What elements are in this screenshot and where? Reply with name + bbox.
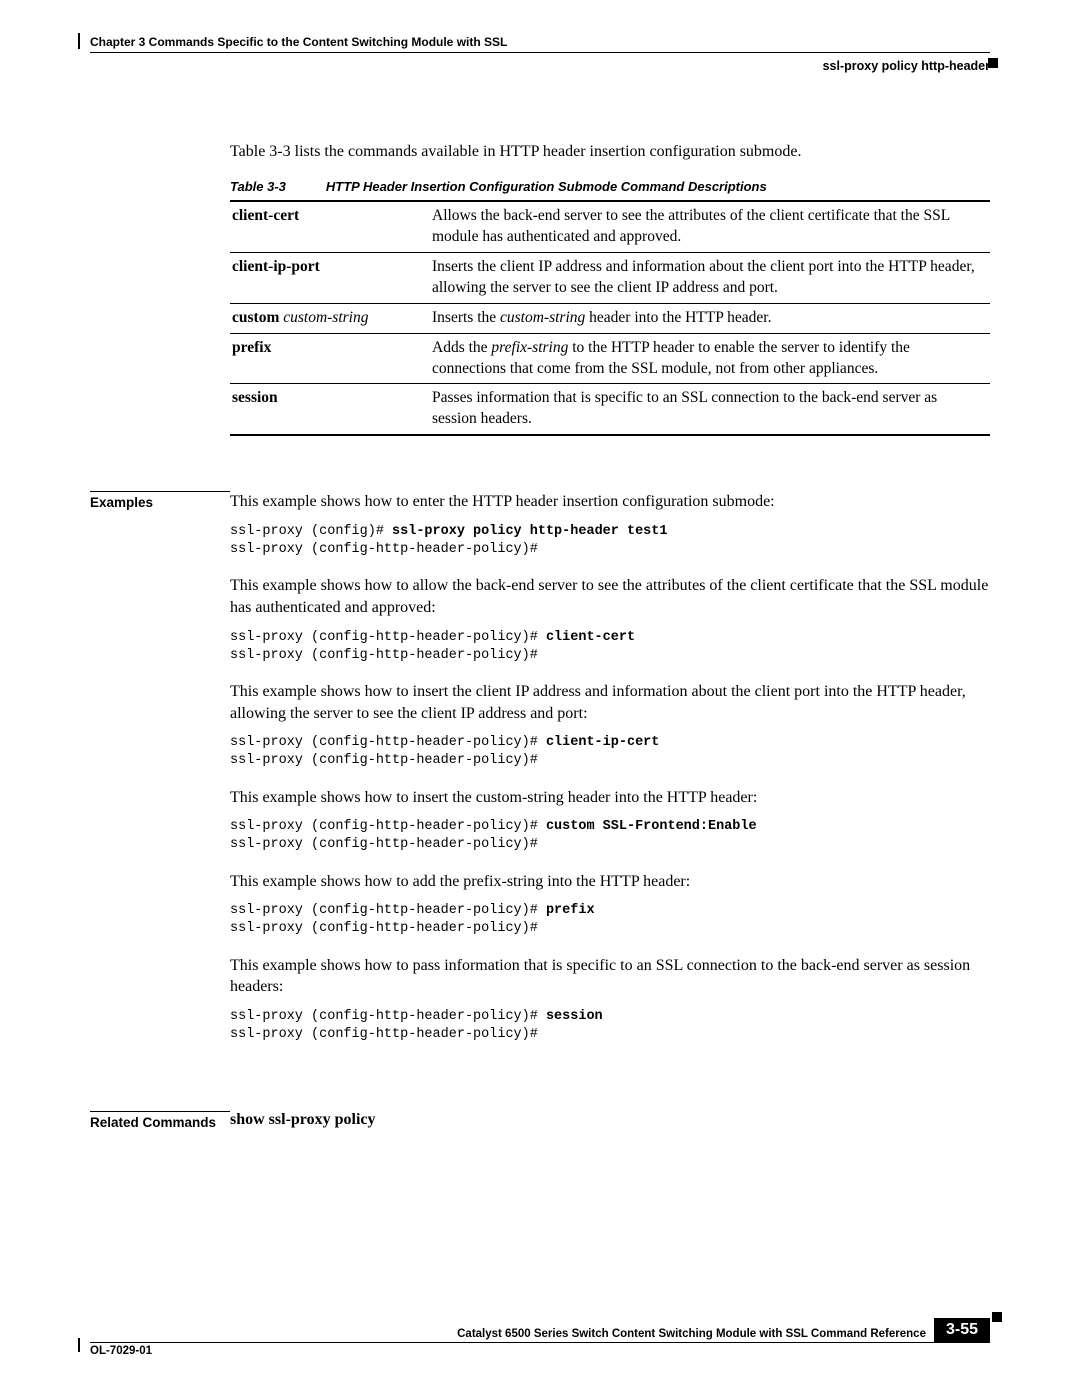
chapter-header: Chapter 3 Commands Specific to the Conte…: [90, 35, 990, 49]
command-cell: client-ip-port: [230, 252, 430, 303]
footer-title: Catalyst 6500 Series Switch Content Swit…: [90, 1328, 934, 1342]
footer-doc-id: OL-7029-01: [90, 1345, 152, 1357]
command-cell: session: [230, 384, 430, 435]
code-block: ssl-proxy (config-http-header-policy)# s…: [230, 1008, 990, 1044]
table-row: client-ip-portInserts the client IP addr…: [230, 252, 990, 303]
page-number: 3-55: [934, 1318, 990, 1342]
table-row: prefixAdds the prefix-string to the HTTP…: [230, 333, 990, 384]
example-text: This example shows how to add the prefix…: [230, 871, 990, 893]
command-table: client-certAllows the back-end server to…: [230, 200, 990, 436]
command-cell: custom custom-string: [230, 303, 430, 333]
related-command: show ssl-proxy policy: [230, 1111, 376, 1128]
header-marker: [988, 58, 998, 68]
table-title: HTTP Header Insertion Configuration Subm…: [326, 179, 767, 194]
code-block: ssl-proxy (config-http-header-policy)# c…: [230, 818, 990, 854]
code-block: ssl-proxy (config)# ssl-proxy policy htt…: [230, 523, 990, 559]
command-cell: client-cert: [230, 201, 430, 252]
related-commands-label: Related Commands: [90, 1111, 230, 1130]
revision-bar: [78, 33, 80, 49]
example-text: This example shows how to enter the HTTP…: [230, 491, 990, 513]
examples-body: This example shows how to enter the HTTP…: [230, 491, 990, 1056]
code-block: ssl-proxy (config-http-header-policy)# c…: [230, 629, 990, 665]
table-row: client-certAllows the back-end server to…: [230, 201, 990, 252]
table-caption: Table 3-3HTTP Header Insertion Configura…: [230, 179, 990, 194]
example-text: This example shows how to insert the cus…: [230, 787, 990, 809]
page-footer: Catalyst 6500 Series Switch Content Swit…: [90, 1318, 990, 1357]
example-text: This example shows how to insert the cli…: [230, 681, 990, 724]
footer-marker: [992, 1312, 1002, 1322]
header-subject: ssl-proxy policy http-header: [90, 59, 990, 73]
code-block: ssl-proxy (config-http-header-policy)# p…: [230, 902, 990, 938]
description-cell: Adds the prefix-string to the HTTP heade…: [430, 333, 990, 384]
header-rule: [90, 52, 990, 53]
code-block: ssl-proxy (config-http-header-policy)# c…: [230, 734, 990, 770]
examples-label: Examples: [90, 491, 230, 510]
example-text: This example shows how to pass informati…: [230, 955, 990, 998]
description-cell: Allows the back-end server to see the at…: [430, 201, 990, 252]
table-row: sessionPasses information that is specif…: [230, 384, 990, 435]
description-cell: Passes information that is specific to a…: [430, 384, 990, 435]
revision-bar-bottom: [78, 1338, 80, 1352]
table-number: Table 3-3: [230, 179, 326, 194]
table-row: custom custom-stringInserts the custom-s…: [230, 303, 990, 333]
command-cell: prefix: [230, 333, 430, 384]
example-text: This example shows how to allow the back…: [230, 575, 990, 618]
intro-text: Table 3-3 lists the commands available i…: [230, 143, 990, 161]
description-cell: Inserts the custom-string header into th…: [430, 303, 990, 333]
description-cell: Inserts the client IP address and inform…: [430, 252, 990, 303]
